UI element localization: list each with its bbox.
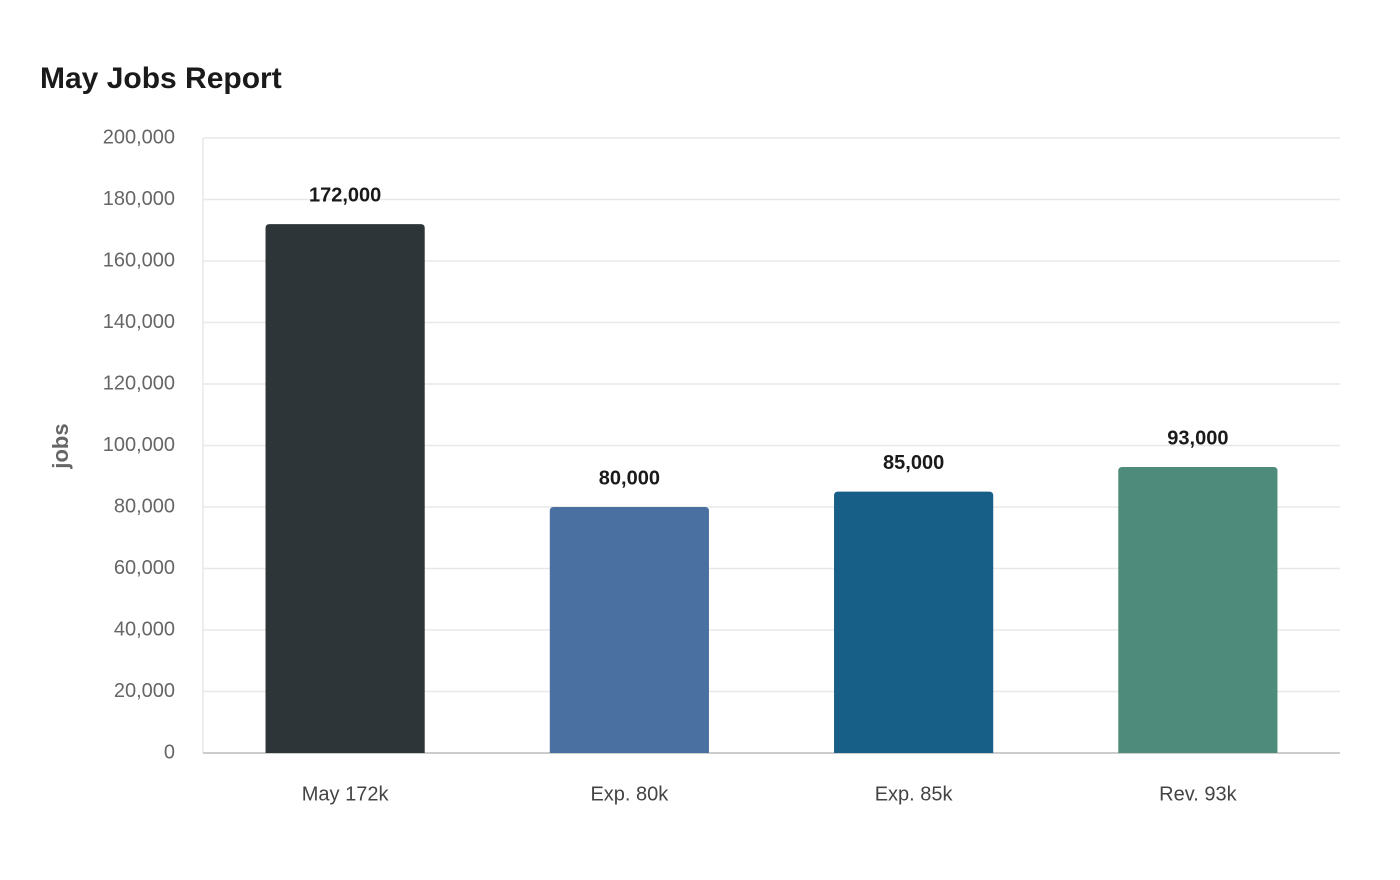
y-tick-label: 120,000 <box>103 372 175 394</box>
chart-title: May Jobs Report <box>40 62 282 95</box>
bar <box>549 507 709 753</box>
y-tick-label: 20,000 <box>114 680 175 702</box>
x-tick-label: May 172k <box>302 783 390 805</box>
value-label: 80,000 <box>599 467 660 489</box>
value-label: 172,000 <box>309 184 381 206</box>
value-label: 93,000 <box>1167 427 1228 449</box>
y-tick-label: 80,000 <box>114 495 175 517</box>
y-tick-label: 100,000 <box>103 434 175 456</box>
y-tick-label: 160,000 <box>103 249 175 271</box>
x-tick-label: Exp. 80k <box>590 783 669 805</box>
x-tick-label: Rev. 93k <box>1159 783 1237 805</box>
bar <box>834 491 994 753</box>
value-label: 85,000 <box>883 452 944 474</box>
x-tick-label: Exp. 85k <box>875 783 954 805</box>
y-tick-label: 40,000 <box>114 618 175 640</box>
bar <box>265 224 425 754</box>
y-tick-label: 180,000 <box>103 188 175 210</box>
y-tick-label: 140,000 <box>103 311 175 333</box>
bar <box>1118 467 1278 753</box>
y-tick-label: 0 <box>164 741 175 763</box>
y-tick-label: 60,000 <box>114 557 175 579</box>
y-tick-label: 200,000 <box>103 126 175 148</box>
y-axis-label: jobs <box>48 423 73 469</box>
